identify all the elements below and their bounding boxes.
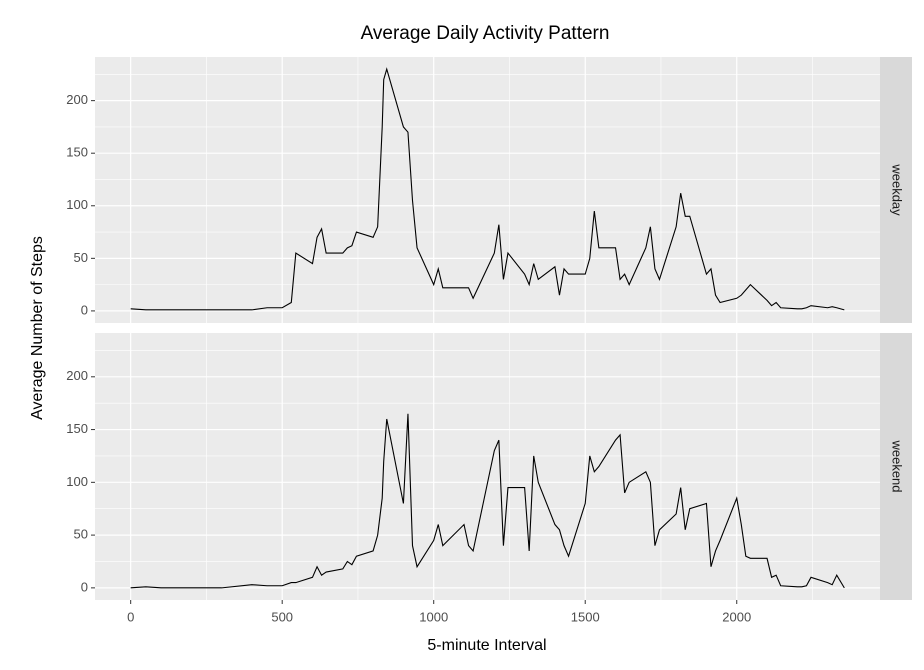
chart-title: Average Daily Activity Pattern (361, 23, 610, 44)
y-tick-label: 200 (66, 368, 88, 383)
y-tick-label: 150 (66, 145, 88, 160)
y-tick-label: 200 (66, 92, 88, 107)
y-tick-label: 0 (81, 579, 88, 594)
strip-label: weekday (890, 163, 905, 216)
x-tick-label: 500 (271, 609, 293, 624)
x-tick-label: 1500 (571, 609, 600, 624)
y-tick-label: 50 (74, 250, 88, 265)
strip (880, 57, 912, 323)
x-tick-label: 0 (127, 609, 134, 624)
y-tick-label: 100 (66, 197, 88, 212)
x-tick-label: 1000 (419, 609, 448, 624)
y-tick-label: 100 (66, 474, 88, 489)
line (130, 413, 845, 589)
y-axis-label: Average Number of Steps (29, 236, 46, 420)
strip (880, 333, 912, 600)
y-tick-label: 150 (66, 421, 88, 436)
strip-label: weekend (890, 439, 905, 492)
x-tick-label: 2000 (722, 609, 751, 624)
line (130, 67, 845, 311)
x-axis-label: 5-minute Interval (427, 637, 546, 654)
panel-background (95, 333, 880, 600)
y-tick-label: 0 (81, 302, 88, 317)
panel-background (95, 57, 880, 323)
y-tick-label: 50 (74, 527, 88, 542)
